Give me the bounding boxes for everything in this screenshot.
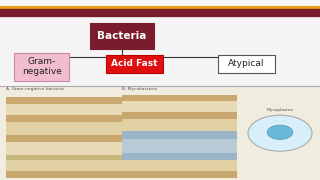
Bar <box>14 53 69 81</box>
Circle shape <box>248 115 312 151</box>
Bar <box>6 135 122 142</box>
Text: Acid Fast: Acid Fast <box>111 59 158 68</box>
Bar <box>6 160 122 171</box>
Text: A. Gram-negative bacteria: A. Gram-negative bacteria <box>6 87 64 91</box>
Bar <box>122 153 237 160</box>
Text: B. Mycobacteria: B. Mycobacteria <box>122 87 156 91</box>
Bar <box>122 171 237 178</box>
Bar <box>122 160 237 171</box>
Bar <box>6 122 122 135</box>
Bar <box>6 97 122 104</box>
Bar <box>106 55 163 73</box>
Bar <box>122 101 237 112</box>
Bar <box>6 115 122 122</box>
Bar <box>6 104 122 115</box>
Bar <box>122 119 237 131</box>
Bar <box>218 55 275 73</box>
Text: Atypical: Atypical <box>228 59 265 68</box>
Text: Bacteria: Bacteria <box>97 31 146 41</box>
Circle shape <box>267 125 293 140</box>
Bar <box>6 171 122 178</box>
Bar <box>0 86 320 180</box>
Bar <box>122 95 237 101</box>
Text: Mycoplasma: Mycoplasma <box>267 108 293 112</box>
Bar <box>90 23 154 49</box>
Bar <box>6 142 122 155</box>
Bar <box>122 131 237 139</box>
Text: Gram-
negative: Gram- negative <box>22 57 61 76</box>
Bar <box>122 139 237 153</box>
Bar <box>6 155 122 160</box>
Bar <box>122 112 237 119</box>
